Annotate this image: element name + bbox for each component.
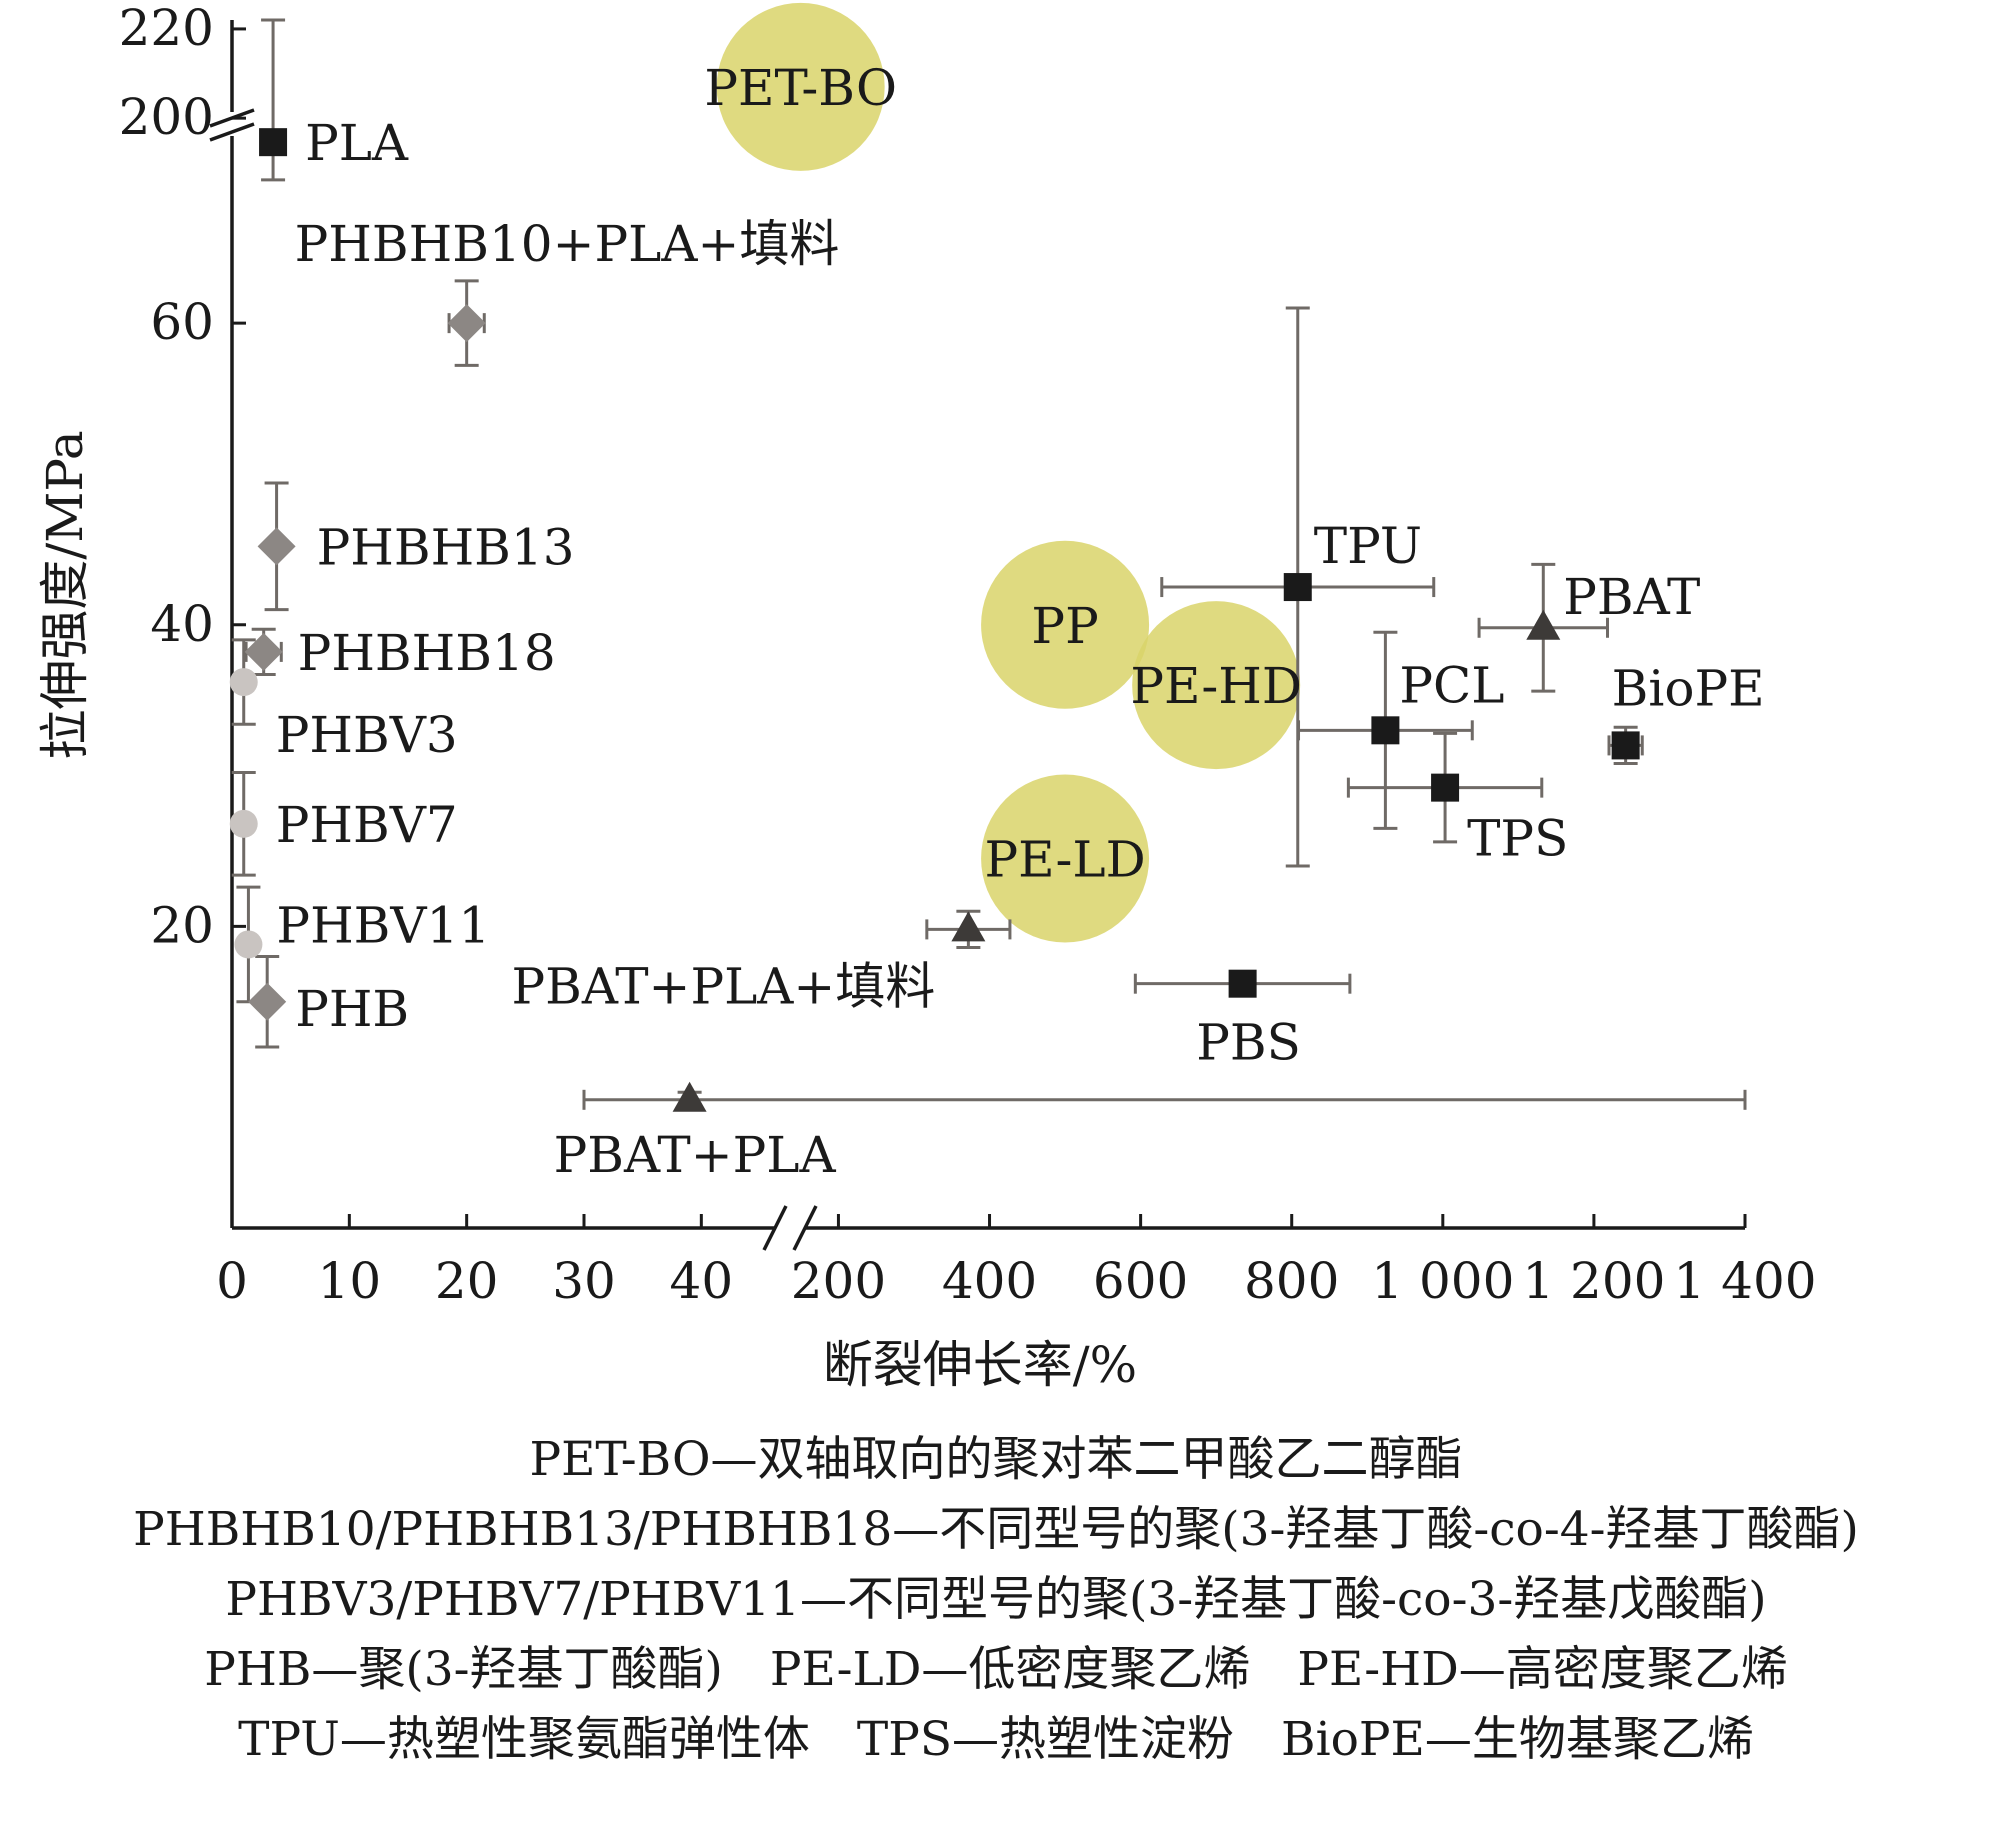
bubble-pp	[981, 540, 1150, 709]
x-tick-label: 10	[318, 1252, 382, 1310]
marker-diamond-phbhb18	[244, 632, 283, 671]
x-tick-label: 40	[670, 1252, 734, 1310]
abbreviation-legend: PET-BO—双轴取向的聚对苯二甲酸乙二醇酯 PHBHB10/PHBHB13/P…	[0, 1425, 1992, 1775]
y-tick-label: 220	[119, 0, 214, 57]
point-label-phbv7: PHBV7	[276, 796, 458, 854]
point-label-biope: BioPE	[1612, 659, 1765, 717]
point-label-phbhb13: PHBHB13	[317, 518, 575, 576]
x-tick-label: 600	[1093, 1252, 1188, 1310]
marker-square-tpu	[1283, 573, 1312, 602]
legend-line: PHB—聚(3-羟基丁酸酯) PE-LD—低密度聚乙烯 PE-HD—高密度聚乙烯	[204, 1642, 1788, 1697]
marker-square-pla	[259, 128, 288, 157]
legend-line: TPU—热塑性聚氨酯弹性体 TPS—热塑性淀粉 BioPE—生物基聚乙烯	[238, 1712, 1754, 1767]
x-axis-break	[792, 1205, 818, 1251]
point-label-pbat-plus-pla: PBAT+PLA	[554, 1126, 837, 1184]
x-tick-label: 20	[435, 1252, 499, 1310]
x-axis-title: 断裂伸长率/%	[823, 1336, 1137, 1394]
point-label-pbat-plus-pla-plus: PBAT+PLA+填料	[511, 957, 935, 1015]
labels-layer: PLA TPU PCL TPS BioPE PBS PHBHB10+PLA+填料 PHBHB1…	[276, 59, 1765, 1184]
marker-triangle-pbat-plus-pla-plus	[951, 911, 986, 942]
x-tick-label: 0	[216, 1252, 248, 1310]
x-axis-break	[762, 1205, 788, 1251]
bubbles-layer	[716, 2, 1301, 943]
marker-circle-phbv3	[229, 668, 258, 697]
marker-circle-phbv7	[229, 809, 258, 838]
point-label-pcl: PCL	[1399, 656, 1504, 714]
point-label-pla: PLA	[305, 114, 409, 172]
bubble-pe-ld	[981, 774, 1150, 943]
legend-line: PHBV3/PHBV7/PHBV11—不同型号的聚(3-羟基丁酸-co-3-羟基…	[225, 1572, 1767, 1627]
marker-diamond-phbhb13	[257, 527, 296, 566]
bubble-label-pet-bo: PET-BO	[704, 59, 897, 117]
point-label-phbv11: PHBV11	[276, 896, 490, 954]
marker-square-pbs	[1228, 969, 1257, 998]
marker-square-tps	[1431, 773, 1460, 802]
marker-circle-phbv11	[234, 930, 263, 959]
point-label-phbhb10-plus-pla-plus: PHBHB10+PLA+填料	[295, 215, 840, 273]
marker-diamond-phbhb10-plus-pla-plus	[447, 304, 486, 343]
marker-diamond-phb	[248, 982, 287, 1021]
x-tick-label: 200	[791, 1252, 886, 1310]
y-axis-title: 拉伸强度/MPa	[36, 430, 94, 759]
markers-layer	[229, 128, 1640, 1112]
point-label-tpu: TPU	[1314, 517, 1422, 575]
bubble-pe-hd	[1132, 601, 1301, 770]
point-label-phbv3: PHBV3	[276, 706, 458, 764]
y-tick-label: 20	[150, 896, 214, 954]
x-tick-label: 1 000	[1371, 1252, 1514, 1310]
y-tick-label: 60	[150, 293, 214, 351]
y-axis-break	[209, 122, 255, 142]
point-label-pbat: PBAT	[1563, 568, 1700, 626]
bubble-label-pe-hd: PE-HD	[1130, 657, 1302, 715]
bubble-pet-bo	[716, 2, 885, 171]
x-tick-label: 30	[552, 1252, 616, 1310]
point-label-phb: PHB	[295, 980, 409, 1038]
marker-triangle-pbat	[1526, 609, 1561, 640]
x-tick-label: 800	[1244, 1252, 1339, 1310]
bubble-label-pe-ld: PE-LD	[984, 831, 1145, 889]
y-tick-label: 200	[119, 88, 214, 146]
bubble-label-pp: PP	[1031, 597, 1098, 655]
legend-line: PET-BO—双轴取向的聚对苯二甲酸乙二醇酯	[529, 1432, 1463, 1487]
marker-square-pcl	[1371, 716, 1400, 745]
x-tick-label: 1 200	[1522, 1252, 1665, 1310]
marker-square-biope	[1611, 731, 1640, 760]
point-label-pbs: PBS	[1196, 1014, 1301, 1072]
x-tick-label: 1 400	[1673, 1252, 1816, 1310]
y-tick-label: 40	[150, 595, 214, 653]
point-label-tps: TPS	[1467, 810, 1568, 868]
point-label-phbhb18: PHBHB18	[298, 624, 556, 682]
legend-line: PHBHB10/PHBHB13/PHBHB18—不同型号的聚(3-羟基丁酸-co…	[133, 1502, 1859, 1557]
x-tick-label: 400	[942, 1252, 1037, 1310]
marker-triangle-pbat-plus-pla	[672, 1081, 707, 1112]
